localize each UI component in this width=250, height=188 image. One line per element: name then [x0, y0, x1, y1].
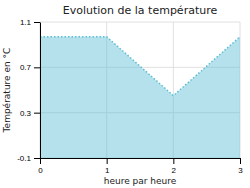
tick-label: 3 [238, 166, 243, 175]
tick-mark [34, 113, 40, 114]
plot-area: 0 1 2 3 -0.1 0.3 0.7 1.1 [17, 18, 243, 175]
y-axis: -0.1 0.3 0.7 1.1 [17, 18, 40, 163]
tick: -0.1 [17, 154, 40, 163]
tick-mark [40, 158, 41, 164]
x-axis-title: heure par heure [104, 176, 177, 186]
x-axis: 0 1 2 3 [38, 158, 243, 175]
tick-mark [240, 158, 241, 164]
title: Evolution de la température [63, 4, 218, 17]
tick: 2 [172, 158, 177, 175]
tick: 3 [238, 158, 243, 175]
tick-label: 2 [172, 166, 177, 175]
tick: 0.3 [20, 109, 40, 118]
grid-line [40, 22, 240, 23]
tick: 1.1 [20, 18, 40, 27]
chart: 0 1 2 3 -0.1 0.3 0.7 1.1 Evolution de la tempéra… [0, 0, 250, 188]
tick-mark [34, 67, 40, 68]
tick: 0.7 [20, 63, 40, 72]
tick-mark [34, 22, 40, 23]
axis-line [41, 158, 241, 159]
tick-label: 0 [38, 166, 43, 175]
area [40, 37, 240, 158]
tick-mark [34, 158, 40, 159]
axis-line [40, 23, 41, 159]
grid-line [40, 22, 41, 158]
tick-mark [173, 158, 174, 164]
y-axis-title: Température en °C [2, 48, 12, 134]
marks [40, 37, 240, 158]
tick-label: 0.7 [20, 63, 32, 72]
line [40, 37, 240, 96]
tick-label: 0.3 [20, 109, 32, 118]
grid [40, 22, 240, 158]
tick: 0 [38, 158, 43, 175]
tick-mark [107, 158, 108, 164]
tick-label: 1 [105, 166, 110, 175]
tick-label: -0.1 [17, 154, 31, 163]
tick: 1 [105, 158, 110, 175]
tick-label: 1.1 [20, 18, 32, 27]
